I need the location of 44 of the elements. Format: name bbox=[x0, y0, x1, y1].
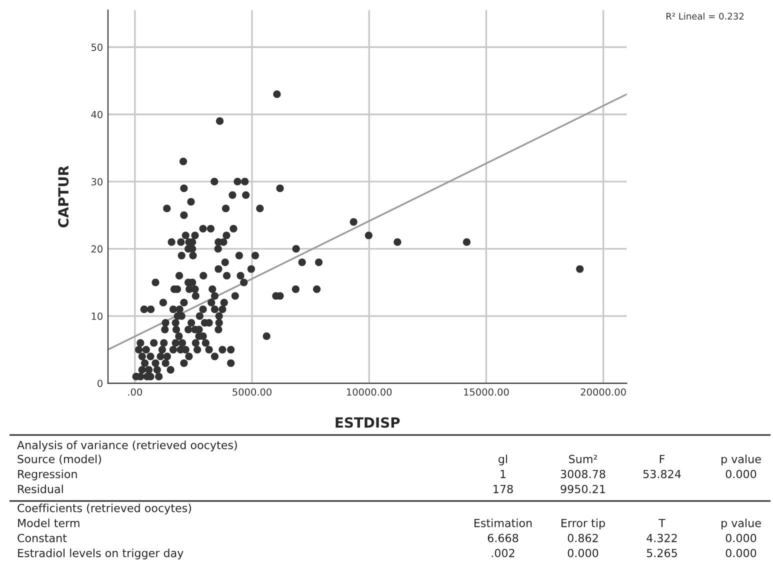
text: 1 bbox=[500, 470, 506, 478]
y-tick-label: 30 bbox=[91, 178, 102, 186]
text: Estradiol levels on trigger day bbox=[18, 548, 184, 560]
text: 4.322 bbox=[646, 534, 677, 542]
text: Residual bbox=[18, 484, 63, 494]
text: 0.000 bbox=[726, 534, 756, 542]
source-note: Source (model) bbox=[18, 454, 101, 465]
text: .002 bbox=[492, 548, 514, 558]
text: 0.000 bbox=[568, 548, 598, 558]
x-axis-title: ESTDISP bbox=[336, 417, 400, 428]
text: Constant bbox=[18, 534, 67, 542]
text: Regression bbox=[18, 470, 77, 480]
x-tick-label: 5000.00 bbox=[232, 388, 272, 396]
text: 3008.78 bbox=[560, 470, 606, 478]
y-tick-label: 50 bbox=[92, 44, 102, 51]
text: Error tip bbox=[562, 518, 605, 530]
text: Estimation bbox=[474, 518, 532, 528]
text: Coefficients (retrieved oocytes) bbox=[18, 504, 192, 514]
text: R² Lineal = 0.232 bbox=[666, 12, 744, 20]
text: gl bbox=[498, 454, 508, 466]
x-tick-label: 20000.00 bbox=[580, 388, 626, 396]
y-tick-label: 0 bbox=[98, 380, 102, 388]
x-tick-label: .00 bbox=[128, 388, 142, 396]
text: Sum² bbox=[569, 454, 597, 464]
text: 0.000 bbox=[726, 470, 756, 478]
x-tick-label: 10000.00 bbox=[347, 388, 392, 396]
y-tick-label: 40 bbox=[91, 110, 102, 118]
y-tick-label: 10 bbox=[92, 312, 102, 320]
text: p value bbox=[722, 454, 761, 466]
text: 0.862 bbox=[568, 534, 598, 542]
text: 53.824 bbox=[643, 470, 681, 478]
y-axis-title: CAPTUR bbox=[58, 166, 69, 228]
text: T bbox=[658, 518, 666, 528]
x-tick-label: 15000.00 bbox=[464, 388, 509, 396]
text: 9950.21 bbox=[560, 484, 605, 494]
text: p value bbox=[722, 518, 761, 530]
text: 0.000 bbox=[726, 548, 756, 558]
text: 5.265 bbox=[646, 548, 677, 558]
text: 178 bbox=[494, 484, 513, 494]
text: Model term bbox=[18, 518, 80, 528]
text: Analysis of variance (retrieved oocytes) bbox=[17, 440, 237, 452]
y-tick-label: 20 bbox=[91, 245, 102, 253]
text: 6.668 bbox=[488, 534, 518, 542]
text: F bbox=[660, 454, 665, 464]
